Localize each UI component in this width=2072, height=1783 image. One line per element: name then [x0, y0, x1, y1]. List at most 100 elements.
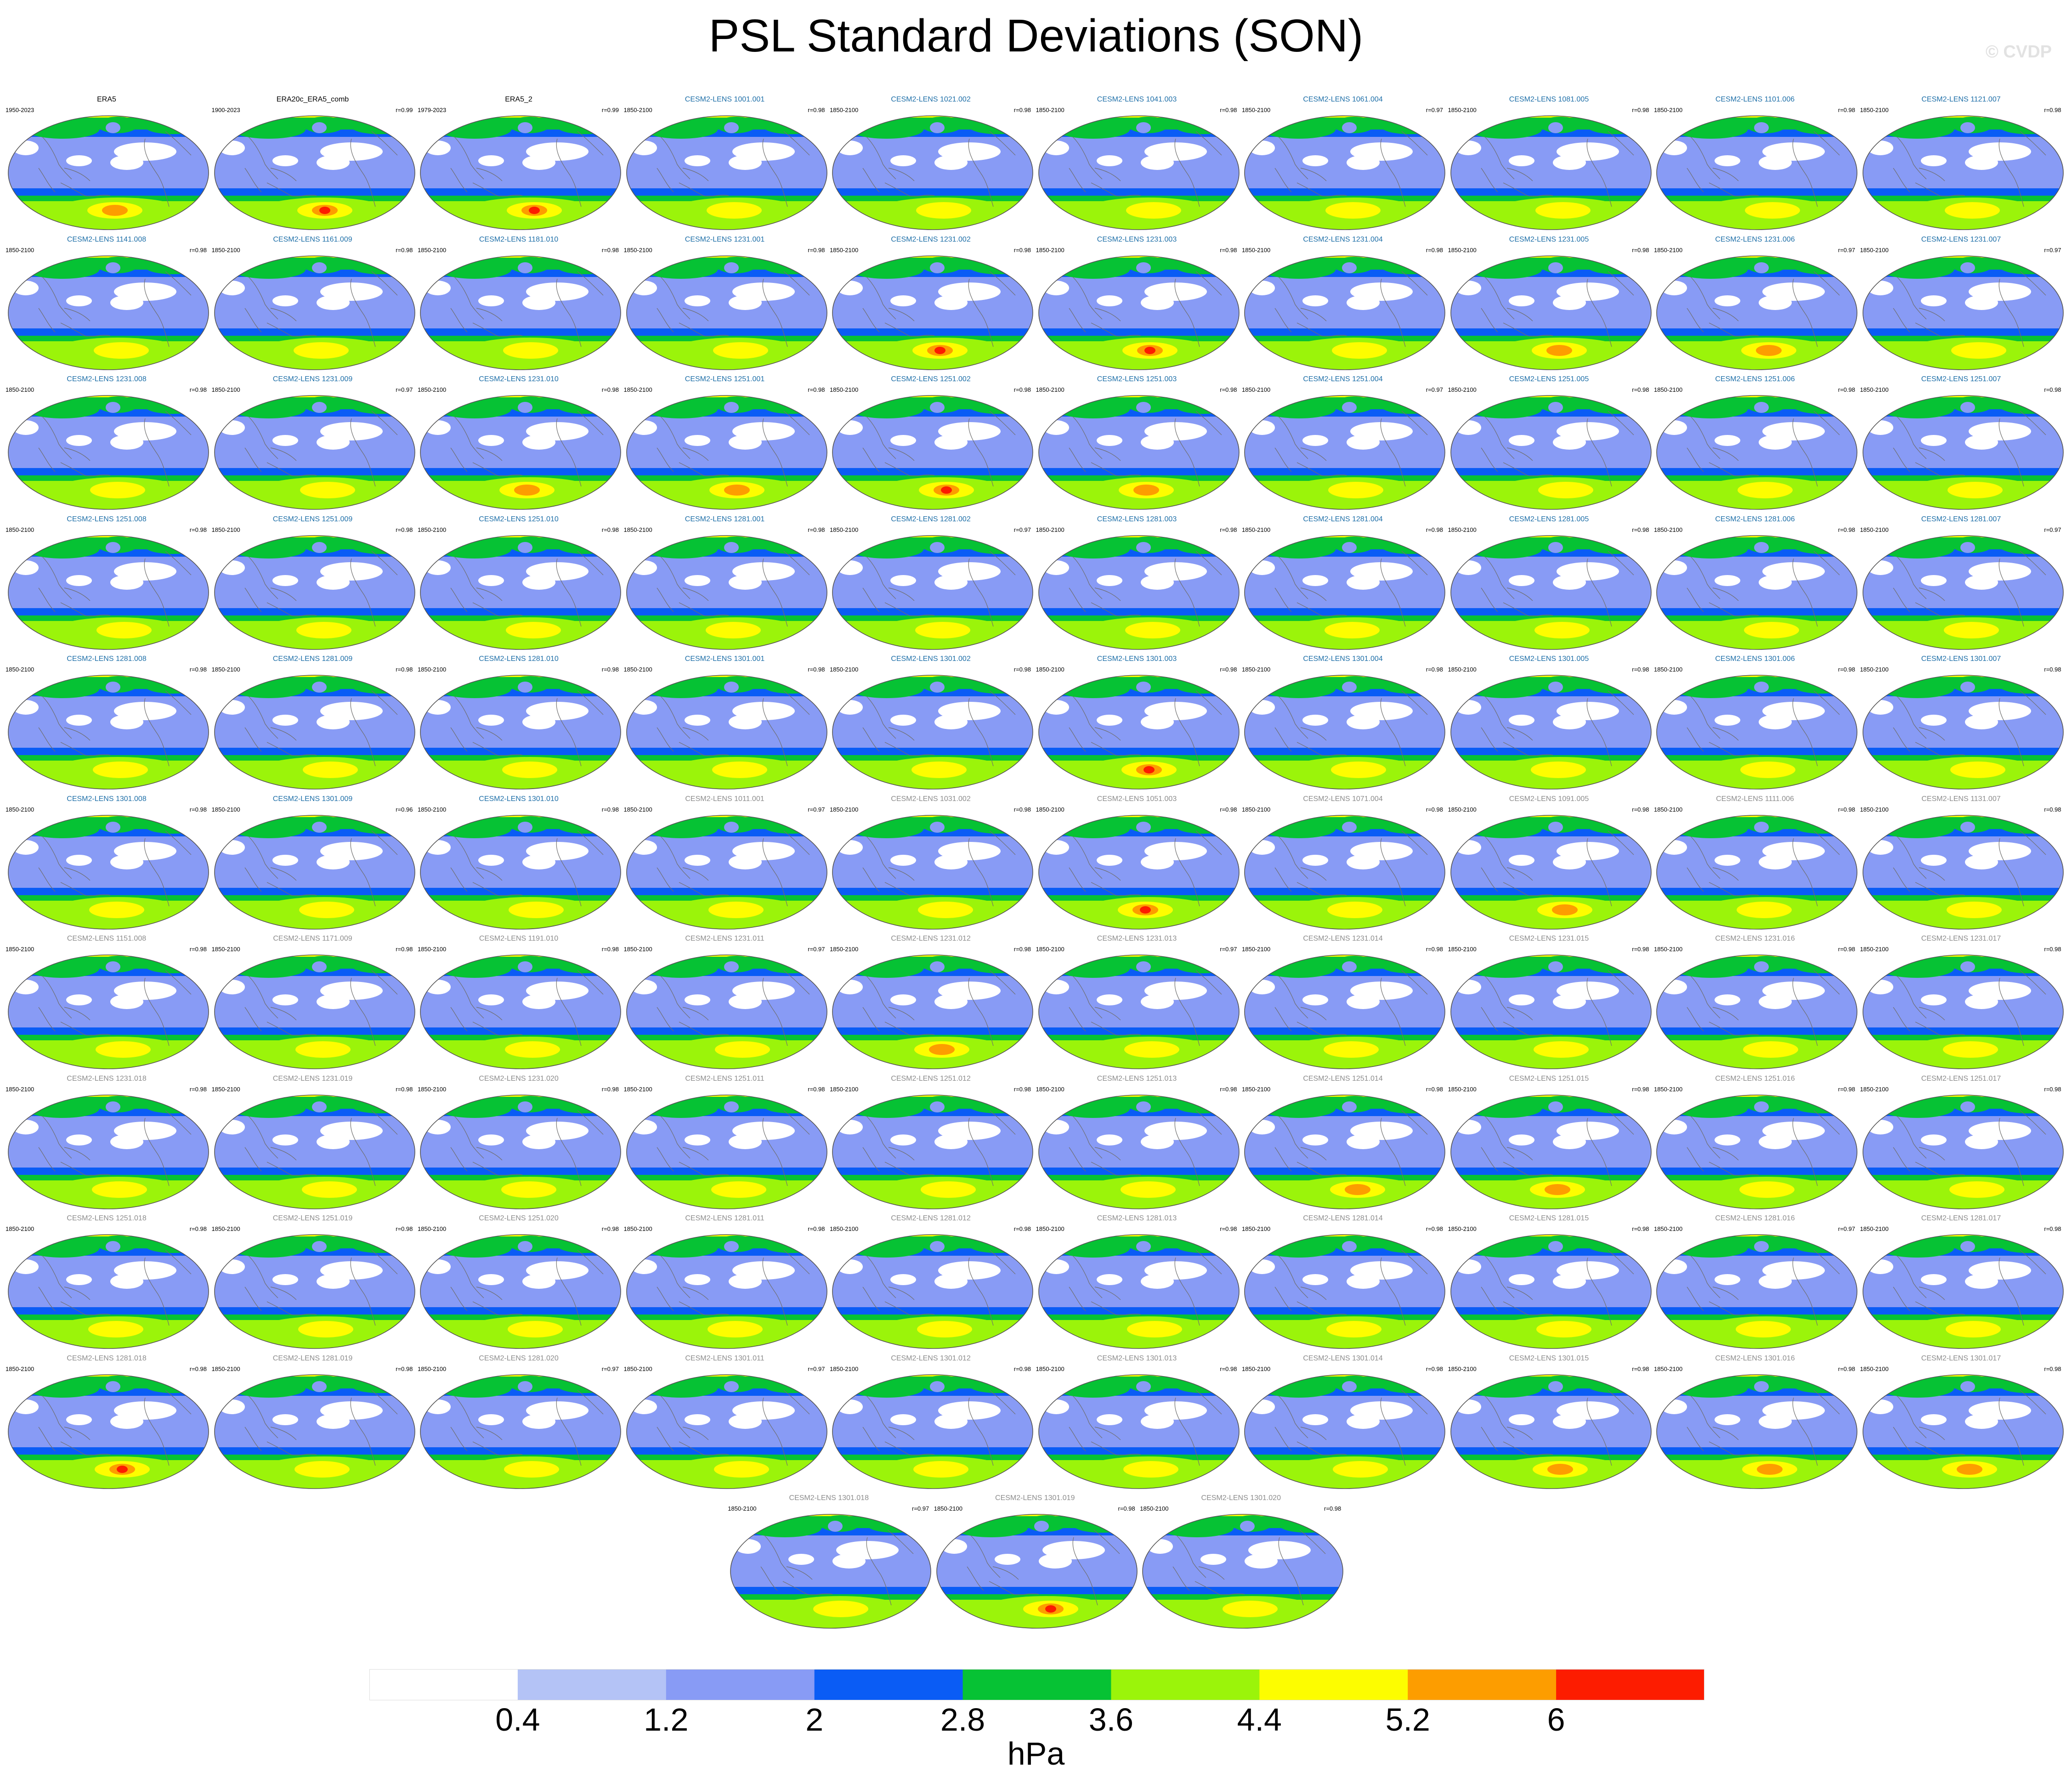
field-contour	[631, 280, 657, 295]
field-contour	[106, 682, 120, 693]
coastline	[1174, 1117, 1200, 1186]
panel-period: 1850-2100	[418, 666, 447, 673]
coastline	[1278, 136, 1308, 180]
field-contour	[843, 996, 894, 1022]
field-contour	[724, 122, 739, 133]
field-contour	[1136, 821, 1151, 833]
coastline	[1687, 587, 1704, 612]
field-contour	[1867, 1399, 1893, 1414]
panel-pattern-correlation: r=0.98	[189, 806, 207, 813]
field-contour	[1262, 120, 1336, 139]
panel-pattern-correlation: r=0.99	[601, 107, 619, 113]
field-contour	[724, 682, 739, 693]
coastline	[1915, 1301, 1965, 1315]
coastline	[266, 602, 317, 616]
field-contour	[1674, 819, 1748, 838]
map-plot	[1244, 115, 1445, 230]
field-contour	[1350, 486, 1361, 494]
coastline	[244, 1007, 261, 1032]
panel-pattern-correlation: r=0.98	[189, 526, 207, 533]
field-contour	[1136, 122, 1151, 133]
coastline	[476, 447, 503, 461]
field-contour	[438, 1099, 511, 1118]
coastline	[968, 698, 994, 767]
map-outline	[1038, 395, 1240, 510]
field-contour	[1661, 840, 1687, 855]
coastline	[577, 131, 604, 156]
field-band	[1657, 675, 1857, 677]
field-contour	[930, 1241, 945, 1252]
panel-title: CESM2-LENS 1251.008	[67, 515, 147, 523]
field-contour	[684, 295, 710, 306]
panel-period: 1850-2100	[1448, 946, 1477, 953]
field-contour	[1249, 980, 1275, 994]
field-contour	[1548, 122, 1563, 133]
panel-period: 1850-2100	[1860, 1225, 1889, 1232]
coastline	[1712, 307, 1739, 321]
field-contour	[1555, 1046, 1567, 1053]
field-contour	[272, 854, 298, 866]
panel-period: 1850-2100	[211, 386, 240, 393]
coastline	[60, 1161, 111, 1176]
field-band	[626, 1235, 827, 1236]
panel-pattern-correlation: r=0.98	[2044, 946, 2061, 953]
field-contour	[66, 575, 92, 586]
map-plot	[8, 395, 209, 510]
coastline	[1199, 1566, 1225, 1580]
coastline	[371, 690, 397, 715]
coastline	[1094, 447, 1121, 461]
field-contour	[317, 1046, 328, 1053]
map-plot	[1862, 814, 2064, 930]
coastline	[1608, 690, 1634, 715]
coastline	[1813, 551, 1840, 575]
coastline	[1091, 881, 1141, 896]
map-outline	[832, 535, 1033, 650]
coastline	[476, 587, 503, 601]
field-contour	[1302, 435, 1328, 446]
field-contour	[1136, 1101, 1151, 1112]
field-contour	[735, 346, 746, 354]
panel-pattern-correlation: r=0.98	[601, 386, 619, 393]
coastline	[472, 1021, 523, 1036]
field-contour	[788, 1554, 815, 1565]
map-panel: 1850-2100 CESM2-LENS 1301.007 r=0.98	[1858, 650, 2064, 790]
field-band	[214, 815, 415, 817]
panel-pattern-correlation: r=0.98	[1013, 946, 1031, 953]
map-field	[936, 1514, 1137, 1628]
field-contour	[106, 1381, 120, 1392]
coastline	[887, 1529, 914, 1554]
coastline	[660, 556, 690, 599]
coastline	[989, 131, 1016, 156]
coastline	[1586, 1117, 1612, 1186]
coastline	[42, 1395, 72, 1438]
panel-period: 1850-2100	[1448, 386, 1477, 393]
field-contour	[1302, 1274, 1328, 1285]
field-contour	[1920, 715, 1947, 726]
field-contour	[1353, 766, 1364, 773]
map-outline	[1862, 395, 2064, 510]
field-band	[420, 116, 621, 118]
map-outline	[214, 535, 415, 650]
map-outline	[1450, 535, 1652, 650]
field-contour	[315, 346, 327, 354]
panel-title: CESM2-LENS 1281.008	[67, 655, 147, 663]
field-band	[832, 395, 1033, 397]
field-contour	[1873, 157, 1925, 183]
field-contour	[837, 980, 863, 994]
field-contour	[684, 1274, 710, 1285]
coastline	[1278, 1395, 1308, 1438]
field-band	[1657, 1095, 1857, 1097]
coastline	[270, 867, 296, 880]
map-panel: 1850-2100 CESM2-LENS 1251.014 r=0.98	[1240, 1070, 1446, 1210]
field-contour	[1508, 575, 1534, 586]
coastline	[1380, 838, 1406, 906]
field-contour	[890, 1414, 916, 1425]
field-band	[1038, 675, 1239, 677]
coastline	[1484, 696, 1514, 739]
field-contour	[1754, 821, 1769, 833]
map-panel: 1850-2100 CESM2-LENS 1281.010 r=0.98	[416, 650, 622, 790]
coastline	[1690, 136, 1721, 180]
field-contour	[1056, 680, 1130, 698]
map-outline	[8, 535, 209, 650]
panel-pattern-correlation: r=0.98	[808, 666, 825, 673]
